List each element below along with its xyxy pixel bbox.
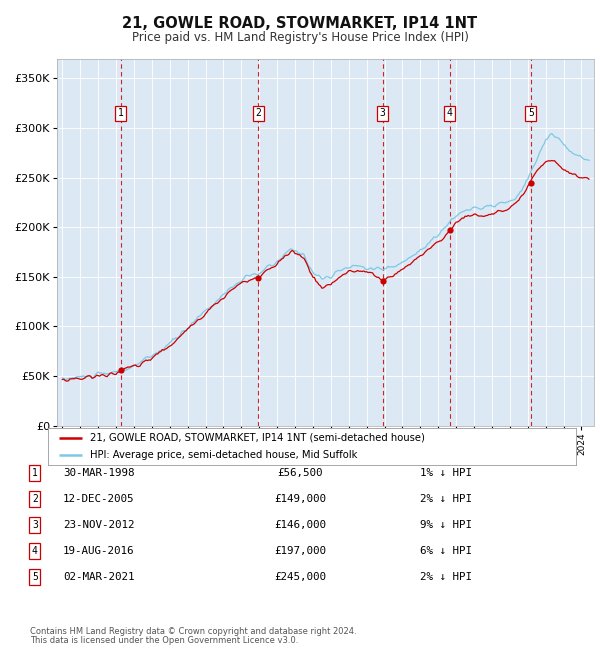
Text: This data is licensed under the Open Government Licence v3.0.: This data is licensed under the Open Gov…: [30, 636, 298, 645]
Text: 1: 1: [32, 468, 38, 478]
Text: 3: 3: [380, 108, 386, 118]
Text: 02-MAR-2021: 02-MAR-2021: [63, 572, 134, 582]
Text: 2% ↓ HPI: 2% ↓ HPI: [420, 494, 472, 504]
Text: 5: 5: [528, 108, 534, 118]
Text: 12-DEC-2005: 12-DEC-2005: [63, 494, 134, 504]
Text: Price paid vs. HM Land Registry's House Price Index (HPI): Price paid vs. HM Land Registry's House …: [131, 31, 469, 44]
Text: HPI: Average price, semi-detached house, Mid Suffolk: HPI: Average price, semi-detached house,…: [90, 450, 358, 460]
Text: £245,000: £245,000: [274, 572, 326, 582]
Text: Contains HM Land Registry data © Crown copyright and database right 2024.: Contains HM Land Registry data © Crown c…: [30, 627, 356, 636]
Text: 6% ↓ HPI: 6% ↓ HPI: [420, 546, 472, 556]
Text: 9% ↓ HPI: 9% ↓ HPI: [420, 520, 472, 530]
Text: 5: 5: [32, 572, 38, 582]
Text: 21, GOWLE ROAD, STOWMARKET, IP14 1NT: 21, GOWLE ROAD, STOWMARKET, IP14 1NT: [122, 16, 478, 31]
Text: 3: 3: [32, 520, 38, 530]
Text: 21, GOWLE ROAD, STOWMARKET, IP14 1NT (semi-detached house): 21, GOWLE ROAD, STOWMARKET, IP14 1NT (se…: [90, 433, 425, 443]
Text: 2: 2: [255, 108, 261, 118]
Text: 4: 4: [446, 108, 452, 118]
Text: £56,500: £56,500: [277, 468, 323, 478]
Text: 1: 1: [118, 108, 124, 118]
Text: £149,000: £149,000: [274, 494, 326, 504]
Text: 1% ↓ HPI: 1% ↓ HPI: [420, 468, 472, 478]
Text: £146,000: £146,000: [274, 520, 326, 530]
Text: 30-MAR-1998: 30-MAR-1998: [63, 468, 134, 478]
Text: 23-NOV-2012: 23-NOV-2012: [63, 520, 134, 530]
Text: 2% ↓ HPI: 2% ↓ HPI: [420, 572, 472, 582]
Text: 19-AUG-2016: 19-AUG-2016: [63, 546, 134, 556]
Text: 2: 2: [32, 494, 38, 504]
Text: £197,000: £197,000: [274, 546, 326, 556]
Text: 4: 4: [32, 546, 38, 556]
